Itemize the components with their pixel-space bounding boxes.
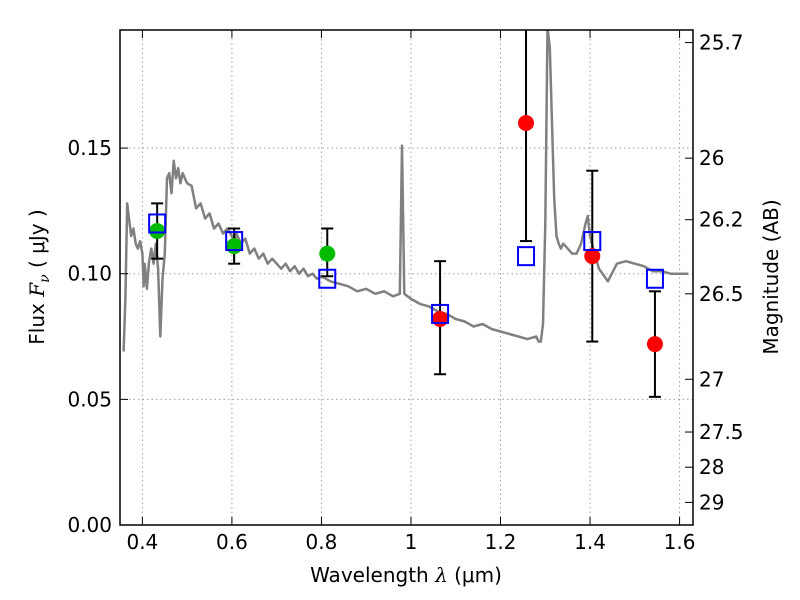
y2-tick-label: 26.5 [699,282,744,306]
plot-area [122,30,689,398]
y2-tick-label: 27 [699,367,724,391]
x-tick-label: 1 [405,530,418,554]
y-tick-label: 0.10 [67,262,112,286]
x-tick-label: 1.2 [485,530,517,554]
optical-point [149,223,166,240]
model-photometry-marker [583,231,602,252]
optical-point [226,238,243,255]
plot-frame [119,29,694,526]
nir-point [646,336,663,353]
y-axis-label: Flux Fν ( μJy ) [25,209,53,344]
model-photometry-marker [148,213,167,234]
y2-tick-label: 28 [699,455,724,479]
optical-point [319,245,336,262]
y2-tick-label: 26.2 [699,208,744,232]
nir-point [584,248,601,265]
model-photometry-marker [318,268,337,289]
model-photometry-marker [645,268,664,289]
x-tick-label: 0.6 [216,530,248,554]
y2-tick-label: 26 [699,146,724,170]
y2-tick-label: 25.7 [699,31,744,55]
x-tick-label: 0.4 [126,530,158,554]
nir-point [518,114,535,131]
y-tick-label: 0.00 [67,513,112,537]
y2-tick-label: 29 [699,490,724,514]
model-photometry-marker [517,246,536,267]
x-axis-label: Wavelength λ (μm) [310,563,502,587]
y2-axis-label: Magnitude (AB) [759,199,783,354]
grid [120,30,693,525]
x-tick-label: 1.6 [664,530,696,554]
x-tick-label: 1.4 [574,530,606,554]
model-spectrum-line [122,30,689,352]
nir-point [432,310,449,327]
x-tick-label: 0.8 [306,530,338,554]
model-photometry-marker [431,303,450,324]
y-tick-label: 0.05 [67,387,112,411]
model-photometry-marker [225,231,244,252]
axis-ticks: 0.4 0.6 0.8 1 1.2 1.4 1.6 0.00 0.05 0.10 0.15 25.7 2… [67,30,744,554]
y-tick-label: 0.15 [67,136,112,160]
y2-tick-label: 27.5 [699,420,744,444]
